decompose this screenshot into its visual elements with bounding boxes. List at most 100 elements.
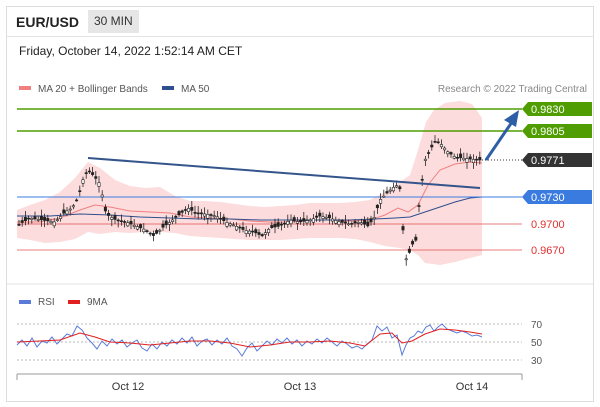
- candle-body-56: [196, 212, 200, 215]
- x-axis-label-oct13: Oct 13: [284, 381, 316, 393]
- candle-body-71: [244, 230, 248, 235]
- price-label-0.9670: 0.9670: [531, 245, 565, 257]
- candle-body-10: [49, 221, 53, 224]
- candle-body-92: [311, 218, 315, 223]
- candle-body-120: [401, 226, 405, 231]
- candle-body-117: [391, 186, 395, 192]
- candle-body-85: [289, 219, 293, 225]
- price-label-0.9700: 0.9700: [531, 219, 565, 231]
- candle-body-140: [465, 158, 469, 163]
- candle-body-131: [436, 141, 440, 144]
- ma20-line: [17, 161, 483, 223]
- ma20-legend-label: MA 20 + Bollinger Bands: [38, 84, 148, 95]
- candle-body-16: [68, 208, 72, 211]
- candle-body-49: [174, 215, 178, 218]
- candle-body-52: [183, 209, 187, 211]
- candle-body-24: [94, 176, 98, 179]
- candle-body-107: [359, 222, 363, 225]
- candle-body-89: [302, 218, 306, 222]
- candle-body-141: [468, 156, 472, 160]
- candle-body-87: [295, 221, 299, 224]
- forecast-arrow-head: [504, 110, 519, 127]
- candle-body-27: [103, 206, 107, 212]
- candle-body-47: [167, 222, 171, 225]
- candle-body-91: [308, 219, 312, 222]
- svg-text:0.9771: 0.9771: [531, 155, 565, 167]
- candle-body-125: [417, 205, 421, 207]
- candle-body-104: [350, 223, 354, 225]
- candle-body-78: [267, 229, 271, 233]
- candle-body-118: [395, 185, 399, 188]
- x-axis-label-oct14: Oct 14: [456, 381, 488, 393]
- candle-body-129: [430, 144, 434, 148]
- candle-body-109: [366, 221, 370, 227]
- candle-body-45: [161, 223, 165, 228]
- ma9-legend-swatch: [68, 300, 80, 304]
- rsi-label-70: 70: [531, 320, 543, 331]
- candlestick-series: [17, 135, 482, 266]
- candle-body-128: [427, 152, 431, 154]
- candle-body-9: [46, 218, 50, 222]
- candle-body-0: [17, 224, 21, 226]
- candle-body-50: [177, 211, 181, 216]
- candle-body-123: [411, 240, 415, 245]
- ma50-legend-swatch: [162, 86, 174, 90]
- candle-body-112: [375, 204, 379, 209]
- ma50-legend-label: MA 50: [181, 84, 210, 95]
- rsi-label-30: 30: [531, 356, 543, 367]
- candle-body-46: [164, 220, 168, 226]
- rsi-line: [16, 323, 483, 357]
- chart-header: EUR/USD 30 MIN: [6, 6, 594, 37]
- candle-body-81: [276, 222, 280, 227]
- candle-body-82: [279, 223, 283, 226]
- candle-body-5: [33, 216, 37, 220]
- candle-body-4: [30, 218, 34, 220]
- candle-body-28: [107, 212, 111, 216]
- candle-body-95: [321, 216, 325, 219]
- candle-body-134: [446, 151, 450, 155]
- price-tag-0.9830: 0.9830: [522, 102, 592, 116]
- candle-body-32: [119, 220, 123, 223]
- candle-body-113: [379, 199, 383, 204]
- candle-body-119: [398, 186, 402, 190]
- candle-body-11: [52, 221, 56, 227]
- candle-body-33: [123, 221, 127, 223]
- candle-body-1: [20, 220, 24, 223]
- candle-body-14: [62, 209, 66, 214]
- rsi-legend-label: RSI: [38, 297, 55, 308]
- rsi-label-50: 50: [531, 338, 543, 349]
- candle-body-136: [452, 156, 456, 159]
- candle-body-41: [148, 232, 152, 235]
- candle-body-142: [471, 159, 475, 163]
- candle-body-114: [382, 195, 386, 198]
- candle-body-38: [139, 224, 143, 229]
- candle-body-20: [81, 179, 85, 184]
- candle-body-22: [87, 170, 91, 173]
- candle-body-48: [171, 219, 175, 222]
- candle-body-36: [132, 224, 136, 227]
- candle-body-13: [59, 216, 63, 219]
- candle-body-67: [231, 224, 235, 227]
- candle-body-64: [222, 216, 226, 221]
- candle-body-30: [113, 215, 117, 220]
- candle-body-57: [199, 212, 203, 215]
- candle-body-29: [110, 217, 114, 220]
- candle-body-132: [439, 144, 443, 148]
- candle-body-121: [404, 258, 408, 261]
- candle-body-77: [263, 232, 267, 235]
- candle-body-42: [151, 233, 155, 236]
- candle-body-43: [155, 230, 159, 234]
- candle-body-37: [135, 226, 139, 230]
- svg-text:0.9805: 0.9805: [531, 126, 565, 138]
- candle-body-106: [356, 222, 360, 224]
- candle-body-12: [55, 219, 59, 221]
- candle-body-66: [228, 223, 232, 226]
- timeframe-button[interactable]: 30 MIN: [88, 10, 139, 33]
- candle-body-72: [247, 230, 251, 235]
- price-tag-0.9730: 0.9730: [522, 190, 592, 204]
- candle-body-98: [331, 218, 335, 222]
- candle-body-79: [270, 225, 274, 228]
- candle-body-63: [219, 218, 223, 220]
- candle-body-6: [36, 219, 40, 221]
